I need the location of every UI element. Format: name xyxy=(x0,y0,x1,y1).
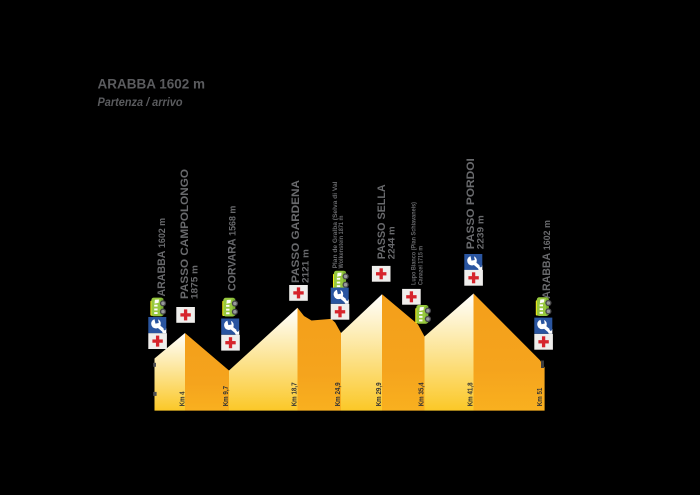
svg-text:Km 51: Km 51 xyxy=(535,388,544,407)
svg-text:Km 29,9: Km 29,9 xyxy=(374,382,383,406)
svg-text:Canazei 1715 m: Canazei 1715 m xyxy=(417,246,424,285)
svg-text:Km 4: Km 4 xyxy=(178,391,187,406)
svg-text:Lupo Bianco (Pian Schiavaneis): Lupo Bianco (Pian Schiavaneis) xyxy=(410,202,417,285)
svg-text:PASSO GARDENA: PASSO GARDENA xyxy=(290,180,302,283)
svg-text:Km 9,7: Km 9,7 xyxy=(221,386,230,406)
svg-text:Km 35,4: Km 35,4 xyxy=(417,382,426,407)
svg-text:ARABBA 1602 m: ARABBA 1602 m xyxy=(98,77,206,92)
svg-text:Wolkenstein 1871 m: Wolkenstein 1871 m xyxy=(338,215,345,268)
svg-text:2121 m: 2121 m xyxy=(301,249,311,283)
svg-text:ARABBA 1602 m: ARABBA 1602 m xyxy=(156,218,168,297)
svg-text:Plan de Gralba (Selva di Val: Plan de Gralba (Selva di Val xyxy=(332,181,339,268)
svg-text:CORVARA 1568 m: CORVARA 1568 m xyxy=(227,206,239,291)
svg-text:2239 m: 2239 m xyxy=(476,215,486,249)
svg-text:2244 m: 2244 m xyxy=(387,226,397,259)
svg-text:Partenza / arrivo: Partenza / arrivo xyxy=(98,95,183,109)
svg-text:Km 41,8: Km 41,8 xyxy=(466,382,475,406)
svg-text:1875 m: 1875 m xyxy=(190,265,200,299)
svg-text:Km 18,7: Km 18,7 xyxy=(290,382,299,406)
svg-text:ARABBA 1602 m: ARABBA 1602 m xyxy=(541,220,553,299)
svg-text:PASSO CAMPOLONGO: PASSO CAMPOLONGO xyxy=(179,169,191,299)
svg-text:Km 24,9: Km 24,9 xyxy=(333,382,342,406)
svg-text:PASSO SELLA: PASSO SELLA xyxy=(376,184,388,259)
svg-text:PASSO PORDOI: PASSO PORDOI xyxy=(465,158,477,249)
